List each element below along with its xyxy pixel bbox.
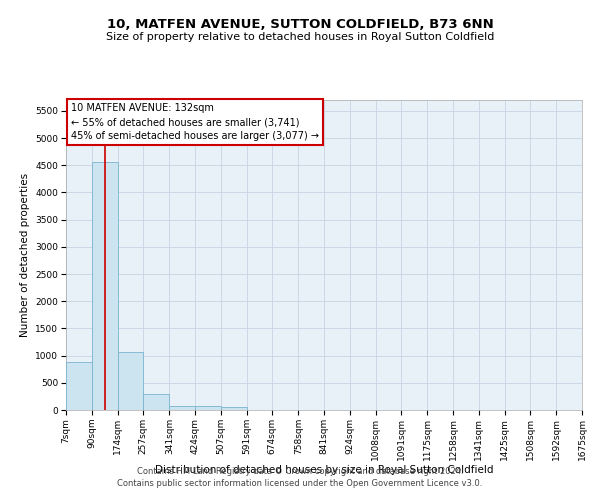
Text: Contains HM Land Registry data © Crown copyright and database right 2024.
Contai: Contains HM Land Registry data © Crown c… — [118, 466, 482, 487]
Text: 10, MATFEN AVENUE, SUTTON COLDFIELD, B73 6NN: 10, MATFEN AVENUE, SUTTON COLDFIELD, B73… — [107, 18, 493, 30]
Bar — [66, 362, 92, 410]
Bar — [221, 408, 247, 410]
Bar — [169, 406, 195, 410]
Bar — [195, 406, 221, 410]
Text: 10 MATFEN AVENUE: 132sqm
← 55% of detached houses are smaller (3,741)
45% of sem: 10 MATFEN AVENUE: 132sqm ← 55% of detach… — [71, 103, 319, 141]
Text: Size of property relative to detached houses in Royal Sutton Coldfield: Size of property relative to detached ho… — [106, 32, 494, 42]
Bar — [92, 162, 118, 410]
Bar — [143, 394, 169, 410]
Bar — [118, 352, 143, 410]
X-axis label: Distribution of detached houses by size in Royal Sutton Coldfield: Distribution of detached houses by size … — [155, 466, 493, 475]
Y-axis label: Number of detached properties: Number of detached properties — [20, 173, 30, 337]
